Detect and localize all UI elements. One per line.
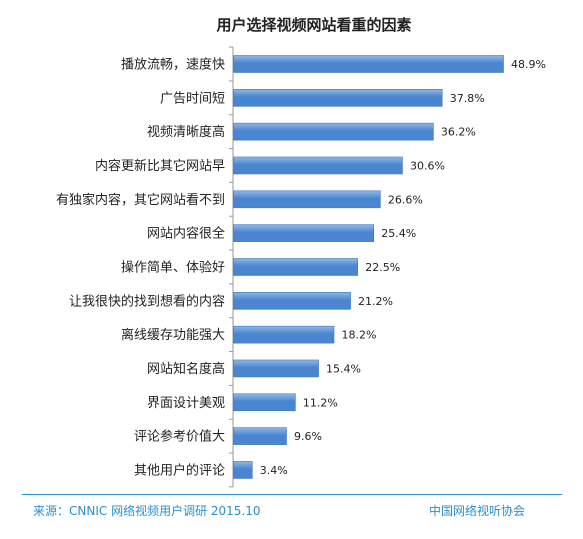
data-label: 36.2% [441, 126, 476, 139]
bar [233, 190, 381, 209]
bars-layer: 播放流畅，速度快 48.9% 广告时间短 37.8% 视频清晰度高 36.2% 内容更新比其… [56, 46, 546, 488]
data-label: 18.2% [341, 329, 376, 342]
category-label: 其他用户的评论 [134, 462, 225, 478]
category-label: 播放流畅，速度快 [121, 57, 225, 73]
data-label: 9.6% [294, 430, 322, 443]
bar [233, 461, 253, 479]
category-label: 界面设计美观 [147, 396, 225, 411]
category-label: 网站知名度高 [147, 361, 225, 377]
bar [233, 156, 403, 175]
category-label: 内容更新比其它网站早 [95, 158, 225, 174]
bar [233, 292, 351, 310]
bar [233, 55, 504, 73]
chart-title: 用户选择视频网站看重的因素 [216, 16, 411, 34]
category-label: 网站内容很全 [147, 226, 225, 242]
bar [233, 224, 375, 242]
source-note: 来源：CNNIC 网络视频用户调研 2015.10 [33, 504, 261, 518]
category-label: 广告时间短 [160, 91, 225, 106]
data-label: 25.4% [381, 227, 416, 240]
category-label: 离线缓存功能强大 [121, 327, 225, 343]
category-label: 让我很快的找到想看的内容 [69, 293, 225, 309]
data-label: 30.6% [410, 159, 445, 172]
bar [233, 393, 296, 412]
bar [233, 325, 335, 344]
bar [233, 427, 287, 445]
organization-name: 中国网络视听协会 [428, 504, 525, 518]
bar [233, 359, 319, 378]
data-label: 11.2% [303, 396, 338, 409]
data-label: 48.9% [511, 58, 546, 71]
data-label: 3.4% [260, 464, 288, 477]
category-label: 有独家内容，其它网站看不到 [56, 192, 225, 208]
bar [233, 89, 443, 107]
bar-chart: 用户选择视频网站看重的因素 播放流畅，速度快 48.9% 广告时间短 37.8% 视频清… [56, 16, 546, 488]
category-label: 视频清晰度高 [147, 124, 225, 140]
footer-divider [22, 494, 562, 495]
chart-footer: 来源：CNNIC 网络视频用户调研 2015.10 中国网络视听协会 [0, 494, 583, 539]
data-label: 21.2% [358, 295, 393, 308]
category-label: 评论参考价值大 [134, 429, 225, 445]
category-label: 操作简单、体验好 [121, 259, 225, 275]
bar [233, 258, 359, 276]
bar [233, 122, 434, 141]
data-label: 37.8% [450, 92, 485, 105]
data-label: 15.4% [326, 362, 361, 375]
data-label: 26.6% [388, 193, 423, 206]
data-label: 22.5% [365, 261, 400, 274]
